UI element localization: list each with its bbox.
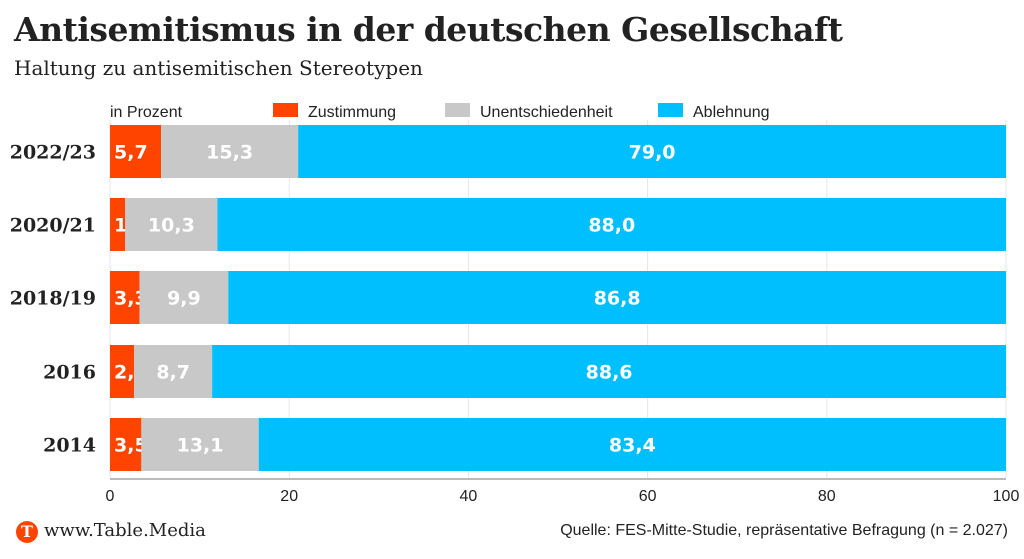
bar-segment-zustimmung bbox=[110, 125, 162, 178]
data-label: 13,1 bbox=[177, 435, 224, 457]
bar-segment-ablehnung bbox=[298, 125, 1006, 178]
chart-title: Antisemitismus in der deutschen Gesellsc… bbox=[14, 10, 843, 49]
bar-segment-ablehnung bbox=[212, 345, 1007, 398]
table-media-logo-icon: T bbox=[16, 521, 38, 543]
legend-swatch bbox=[658, 103, 683, 117]
data-label: 83,4 bbox=[609, 435, 656, 457]
data-label: 3,5 bbox=[114, 435, 148, 457]
legend-label: Ablehnung bbox=[693, 104, 770, 121]
x-tick-label: 0 bbox=[106, 488, 115, 505]
category-label: 2022/23 bbox=[10, 142, 96, 164]
data-label: 3,3 bbox=[114, 288, 148, 310]
x-tick-label: 60 bbox=[639, 488, 657, 505]
bar-segment-ablehnung bbox=[217, 198, 1006, 251]
category-label: 2020/21 bbox=[10, 215, 96, 237]
bar-segment-unentschiedenheit bbox=[139, 271, 229, 324]
bar-segment-unentschiedenheit bbox=[125, 198, 218, 251]
bar-segment-unentschiedenheit bbox=[134, 345, 213, 398]
bar-segment-zustimmung bbox=[110, 198, 126, 251]
bar-segment-zustimmung bbox=[110, 345, 135, 398]
data-label: 88,0 bbox=[588, 215, 635, 237]
category-label: 2018/19 bbox=[10, 288, 96, 310]
bar-segment-ablehnung bbox=[228, 271, 1007, 324]
footer-site: www.Table.Media bbox=[44, 520, 206, 541]
legend-label: Zustimmung bbox=[308, 104, 396, 121]
data-label: 8,7 bbox=[156, 362, 190, 384]
bar-segment-zustimmung bbox=[110, 271, 140, 324]
chart-subtitle: Haltung zu antisemitischen Stereotypen bbox=[14, 56, 423, 80]
data-label: 86,8 bbox=[594, 288, 641, 310]
data-label: 5,7 bbox=[114, 142, 148, 164]
unit-label: in Prozent bbox=[110, 104, 183, 121]
category-label: 2014 bbox=[43, 435, 96, 457]
data-label: 9,9 bbox=[167, 288, 201, 310]
legend-label: Unentschiedenheit bbox=[480, 104, 613, 121]
bar-segment-unentschiedenheit bbox=[161, 125, 299, 178]
data-label: 10,3 bbox=[148, 215, 195, 237]
stacked-bar-chart: 0 20 40 60 80 100 in Prozent Zustimmung Unentsch… bbox=[10, 103, 1020, 505]
x-tick-label: 100 bbox=[993, 488, 1020, 505]
legend-swatch bbox=[445, 103, 470, 117]
x-tick-label: 40 bbox=[460, 488, 478, 505]
x-tick-label: 20 bbox=[280, 488, 298, 505]
bar-segment-zustimmung bbox=[110, 418, 142, 471]
source-note: Quelle: FES-Mitte-Studie, repräsentative… bbox=[560, 522, 1008, 539]
legend-swatch bbox=[273, 103, 298, 117]
data-label: 15,3 bbox=[206, 142, 253, 164]
bar-segment-ablehnung bbox=[258, 418, 1007, 471]
bar-segment-unentschiedenheit bbox=[141, 418, 259, 471]
x-tick-label: 80 bbox=[818, 488, 836, 505]
data-label: 79,0 bbox=[629, 142, 676, 164]
data-label: 88,6 bbox=[586, 362, 633, 384]
category-label: 2016 bbox=[43, 362, 96, 384]
